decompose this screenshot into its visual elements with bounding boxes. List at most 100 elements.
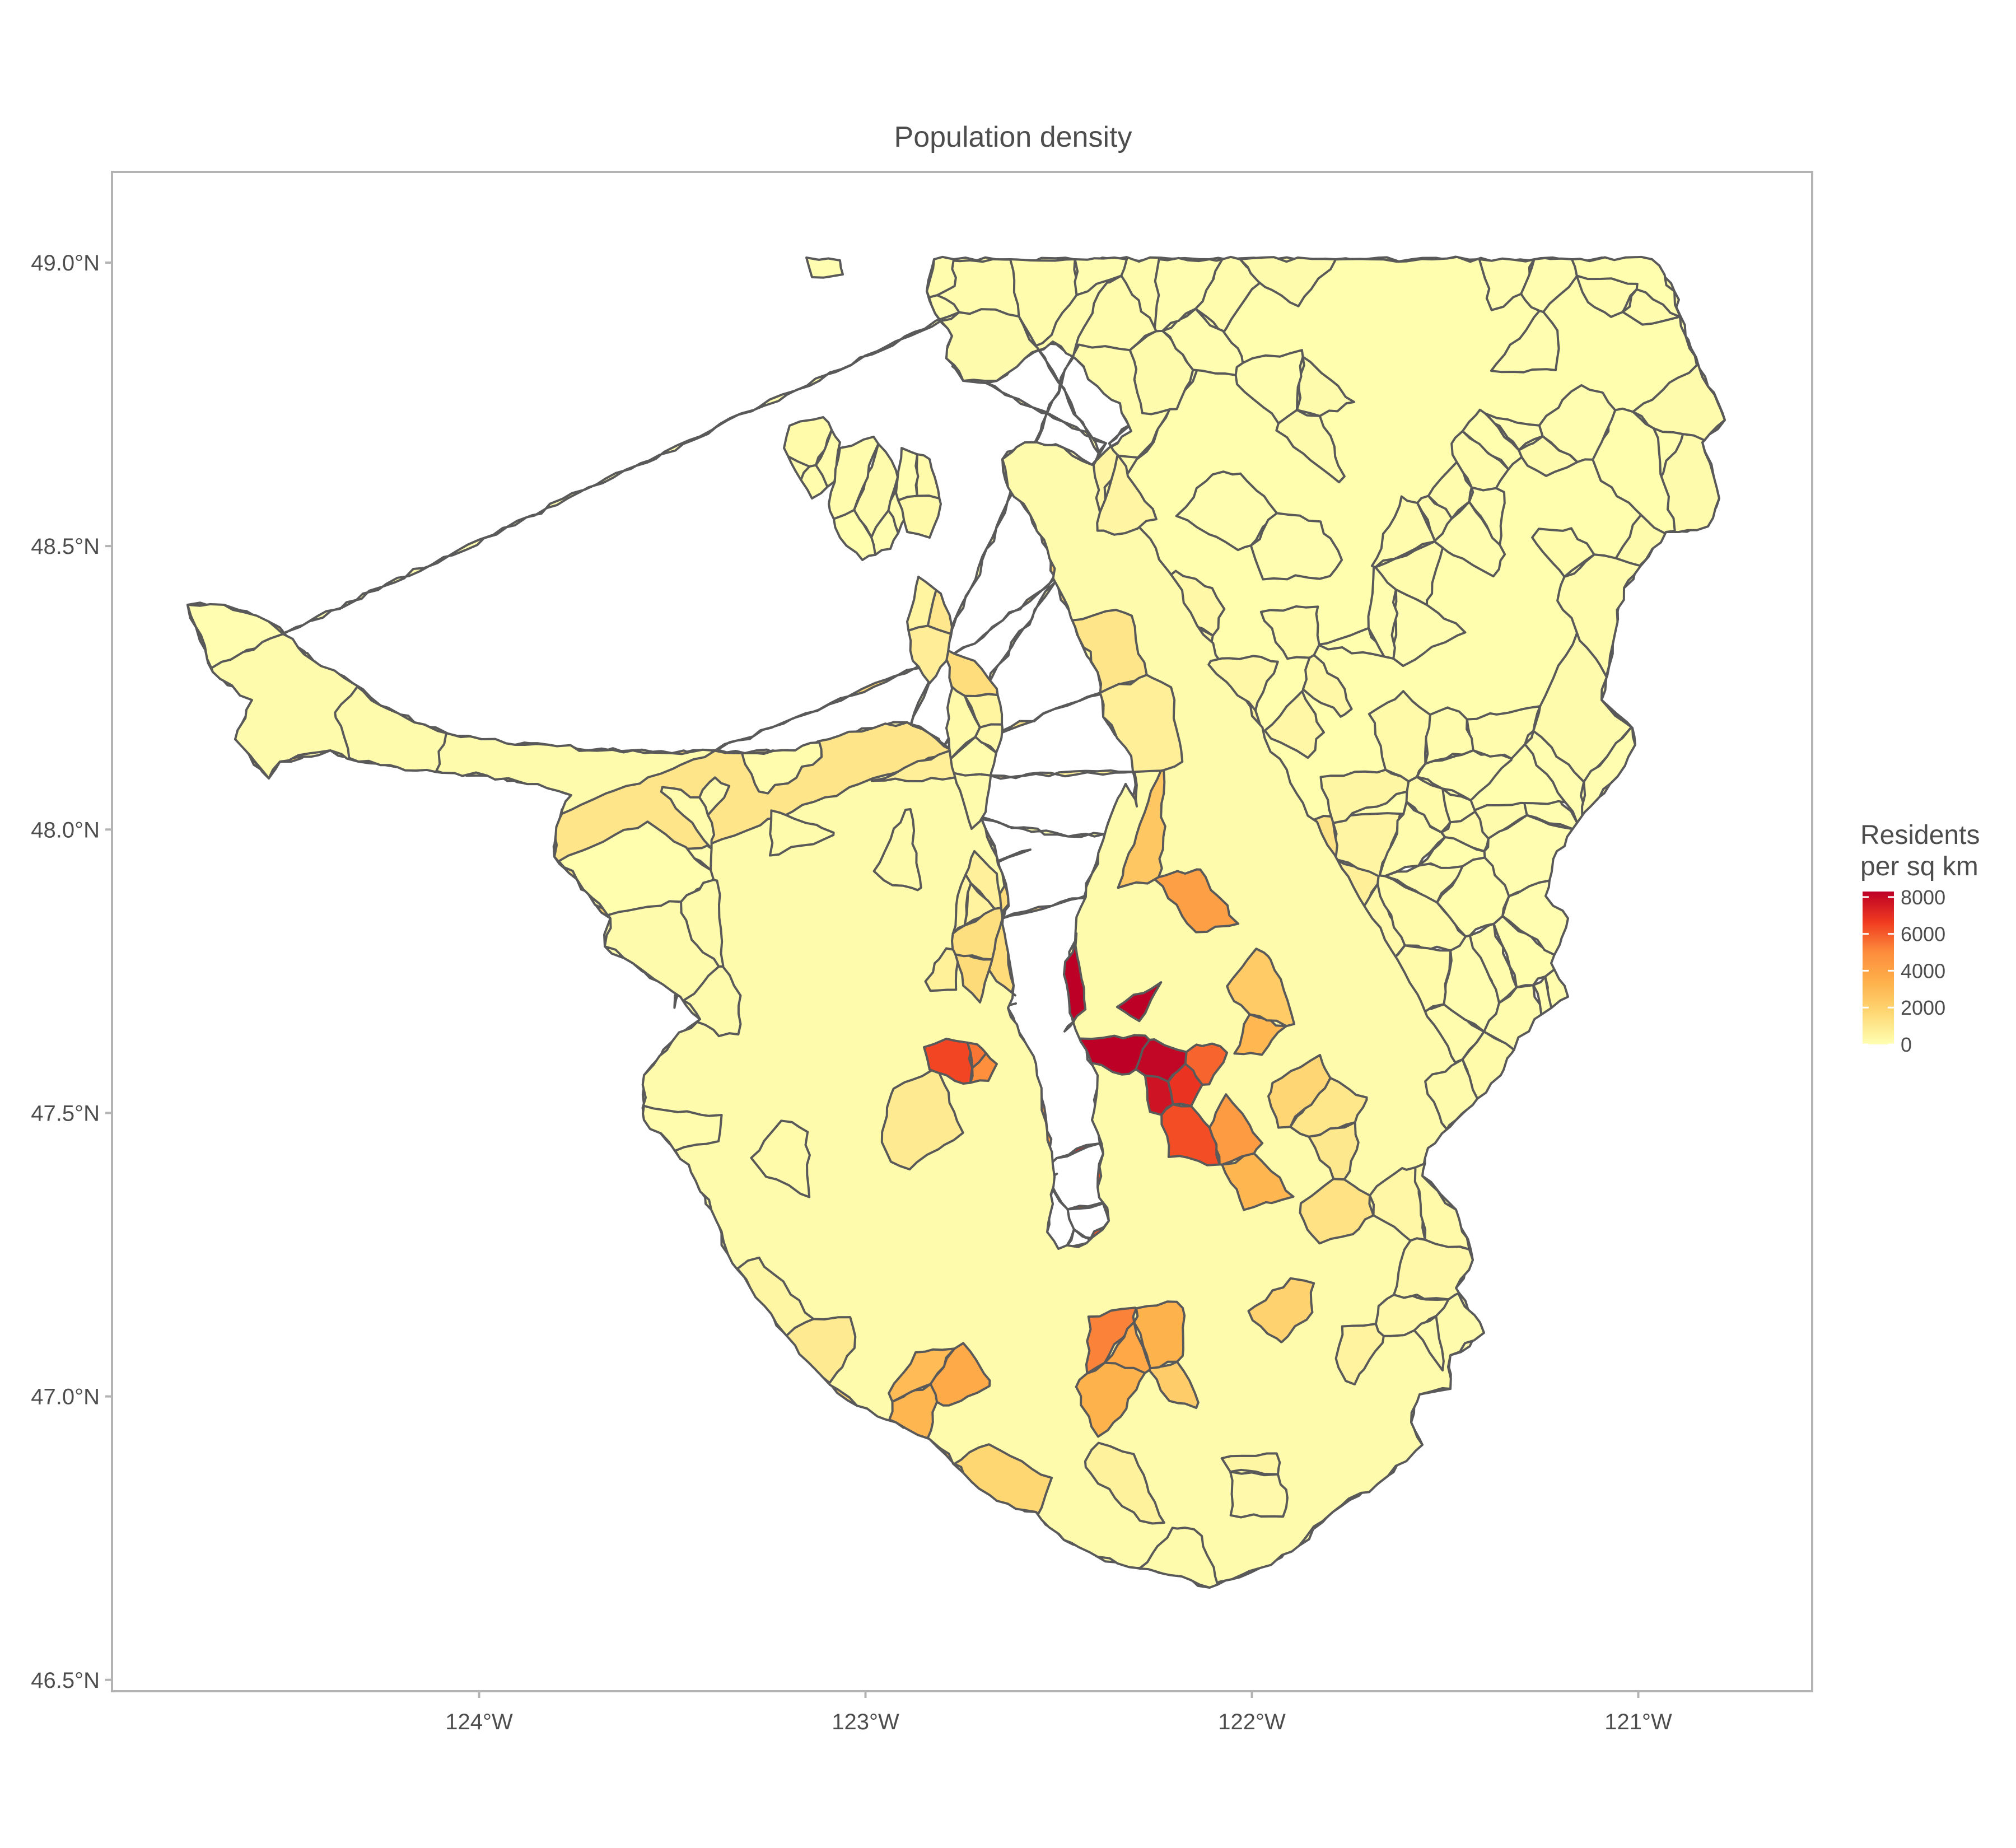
watershed-region: [1154, 868, 1240, 934]
watershed-region: [1308, 1121, 1360, 1181]
watershed-region: [1239, 256, 1337, 307]
watershed-region: [334, 685, 447, 773]
watershed-region: [1413, 1315, 1445, 1372]
watershed-region: [1413, 1162, 1471, 1250]
x-tick-label: 124°W: [445, 1710, 513, 1734]
watershed-region: [1424, 1058, 1479, 1131]
watershed-region: [906, 576, 937, 632]
watershed-region: [1160, 1103, 1221, 1166]
x-axis: 124°W 123°W 122°W 121°W: [445, 1691, 1672, 1734]
watershed-region: [1374, 540, 1444, 606]
watershed-region: [1436, 856, 1510, 938]
watershed-region: [1138, 1527, 1219, 1589]
legend-tick-label: 4000: [1901, 959, 1945, 982]
watershed-region: [888, 1347, 956, 1403]
watershed-region: [926, 255, 957, 298]
legend-colorbar: [1863, 892, 1894, 1044]
watershed-region: [1621, 288, 1681, 326]
watershed-region: [1175, 470, 1278, 552]
watershed-region: [1378, 800, 1446, 878]
watershed-region: [974, 723, 1004, 754]
legend-tick-label: 8000: [1901, 886, 1945, 909]
y-tick-label: 47.0°N: [31, 1385, 100, 1410]
x-tick-label: 123°W: [832, 1710, 899, 1734]
y-tick-label: 49.0°N: [31, 251, 100, 276]
watershed-region: [1226, 948, 1296, 1028]
watershed-region: [557, 820, 715, 917]
y-axis: 49.0°N 48.5°N 48.0°N 47.5°N 47.0°N 46.5°N: [31, 251, 112, 1693]
watershed-region: [1484, 412, 1544, 451]
y-tick-label: 48.5°N: [31, 534, 100, 559]
watershed-region: [895, 447, 920, 502]
watershed-region: [800, 464, 829, 500]
legend-ticks: 8000 6000 4000 2000 0: [1863, 886, 1945, 1056]
regions-layer: [186, 255, 1726, 1589]
watershed-region: [1267, 1054, 1332, 1129]
watershed-region: [923, 1038, 974, 1085]
watershed-region: [750, 1119, 811, 1198]
watershed-region: [1518, 435, 1579, 477]
watershed-region: [785, 1316, 857, 1384]
chart-title: Population density: [894, 121, 1132, 153]
watershed-region: [945, 685, 981, 760]
watershed-region: [1416, 494, 1453, 542]
y-tick-label: 47.5°N: [31, 1101, 100, 1126]
watershed-region: [1116, 981, 1163, 1023]
watershed-region: [828, 436, 880, 520]
watershed-region: [1009, 258, 1078, 347]
watershed-region: [872, 808, 922, 892]
watershed-region: [1259, 605, 1320, 660]
legend: Residents per sq km 8000 6000 4000 2000 0: [1860, 820, 1980, 1056]
watershed-region: [1468, 486, 1506, 546]
watershed-region: [1367, 566, 1399, 660]
watershed-region: [1441, 787, 1477, 824]
legend-title-line-1: Residents: [1860, 820, 1980, 850]
watershed-region: [682, 965, 742, 1038]
watershed-region: [1450, 430, 1510, 492]
watershed-region: [1575, 274, 1639, 318]
watershed-region: [1466, 705, 1542, 760]
watershed-region: [1075, 1361, 1146, 1438]
watershed-region: [945, 648, 999, 697]
watershed-region: [1531, 527, 1595, 578]
watershed-region: [880, 1067, 964, 1171]
watershed-region: [680, 879, 725, 968]
watershed-region: [1234, 349, 1304, 424]
watershed-region: [736, 1256, 815, 1337]
watershed-region: [740, 741, 823, 795]
watershed-region: [1334, 1323, 1385, 1385]
watershed-region: [1490, 310, 1560, 374]
watershed-region: [1074, 256, 1128, 296]
watershed-region: [1301, 654, 1353, 718]
y-tick-label: 48.0°N: [31, 818, 100, 842]
watershed-region: [1096, 454, 1158, 536]
watershed-region: [1501, 879, 1569, 956]
watershed-region: [1368, 690, 1431, 783]
watershed-region: [924, 947, 962, 992]
watershed-region: [1229, 1471, 1289, 1519]
watershed-region: [1221, 1152, 1295, 1211]
watershed-region: [953, 1443, 1053, 1515]
watershed-region: [642, 1104, 723, 1152]
watershed-region: [660, 786, 716, 850]
watershed-region: [1581, 726, 1636, 817]
watershed-region: [1207, 655, 1279, 712]
watershed-region: [769, 809, 835, 857]
legend-tick-label: 2000: [1901, 996, 1945, 1019]
watershed-region: [1263, 690, 1325, 759]
watershed-region: [1524, 730, 1585, 824]
watershed-region: [1079, 1034, 1151, 1076]
watershed-region: [805, 256, 844, 279]
x-tick-label: 122°W: [1218, 1710, 1286, 1734]
legend-tick-label: 6000: [1901, 923, 1945, 946]
watershed-region: [1085, 1306, 1137, 1375]
legend-tick-label: 0: [1901, 1033, 1912, 1056]
watershed-region: [1247, 1277, 1315, 1343]
watershed-region: [1520, 256, 1578, 314]
watershed-region: [1144, 1074, 1174, 1116]
watershed-region: [1208, 1093, 1264, 1166]
watershed-region: [870, 509, 899, 556]
watershed-region: [966, 1041, 987, 1069]
watershed-region: [1154, 256, 1224, 333]
